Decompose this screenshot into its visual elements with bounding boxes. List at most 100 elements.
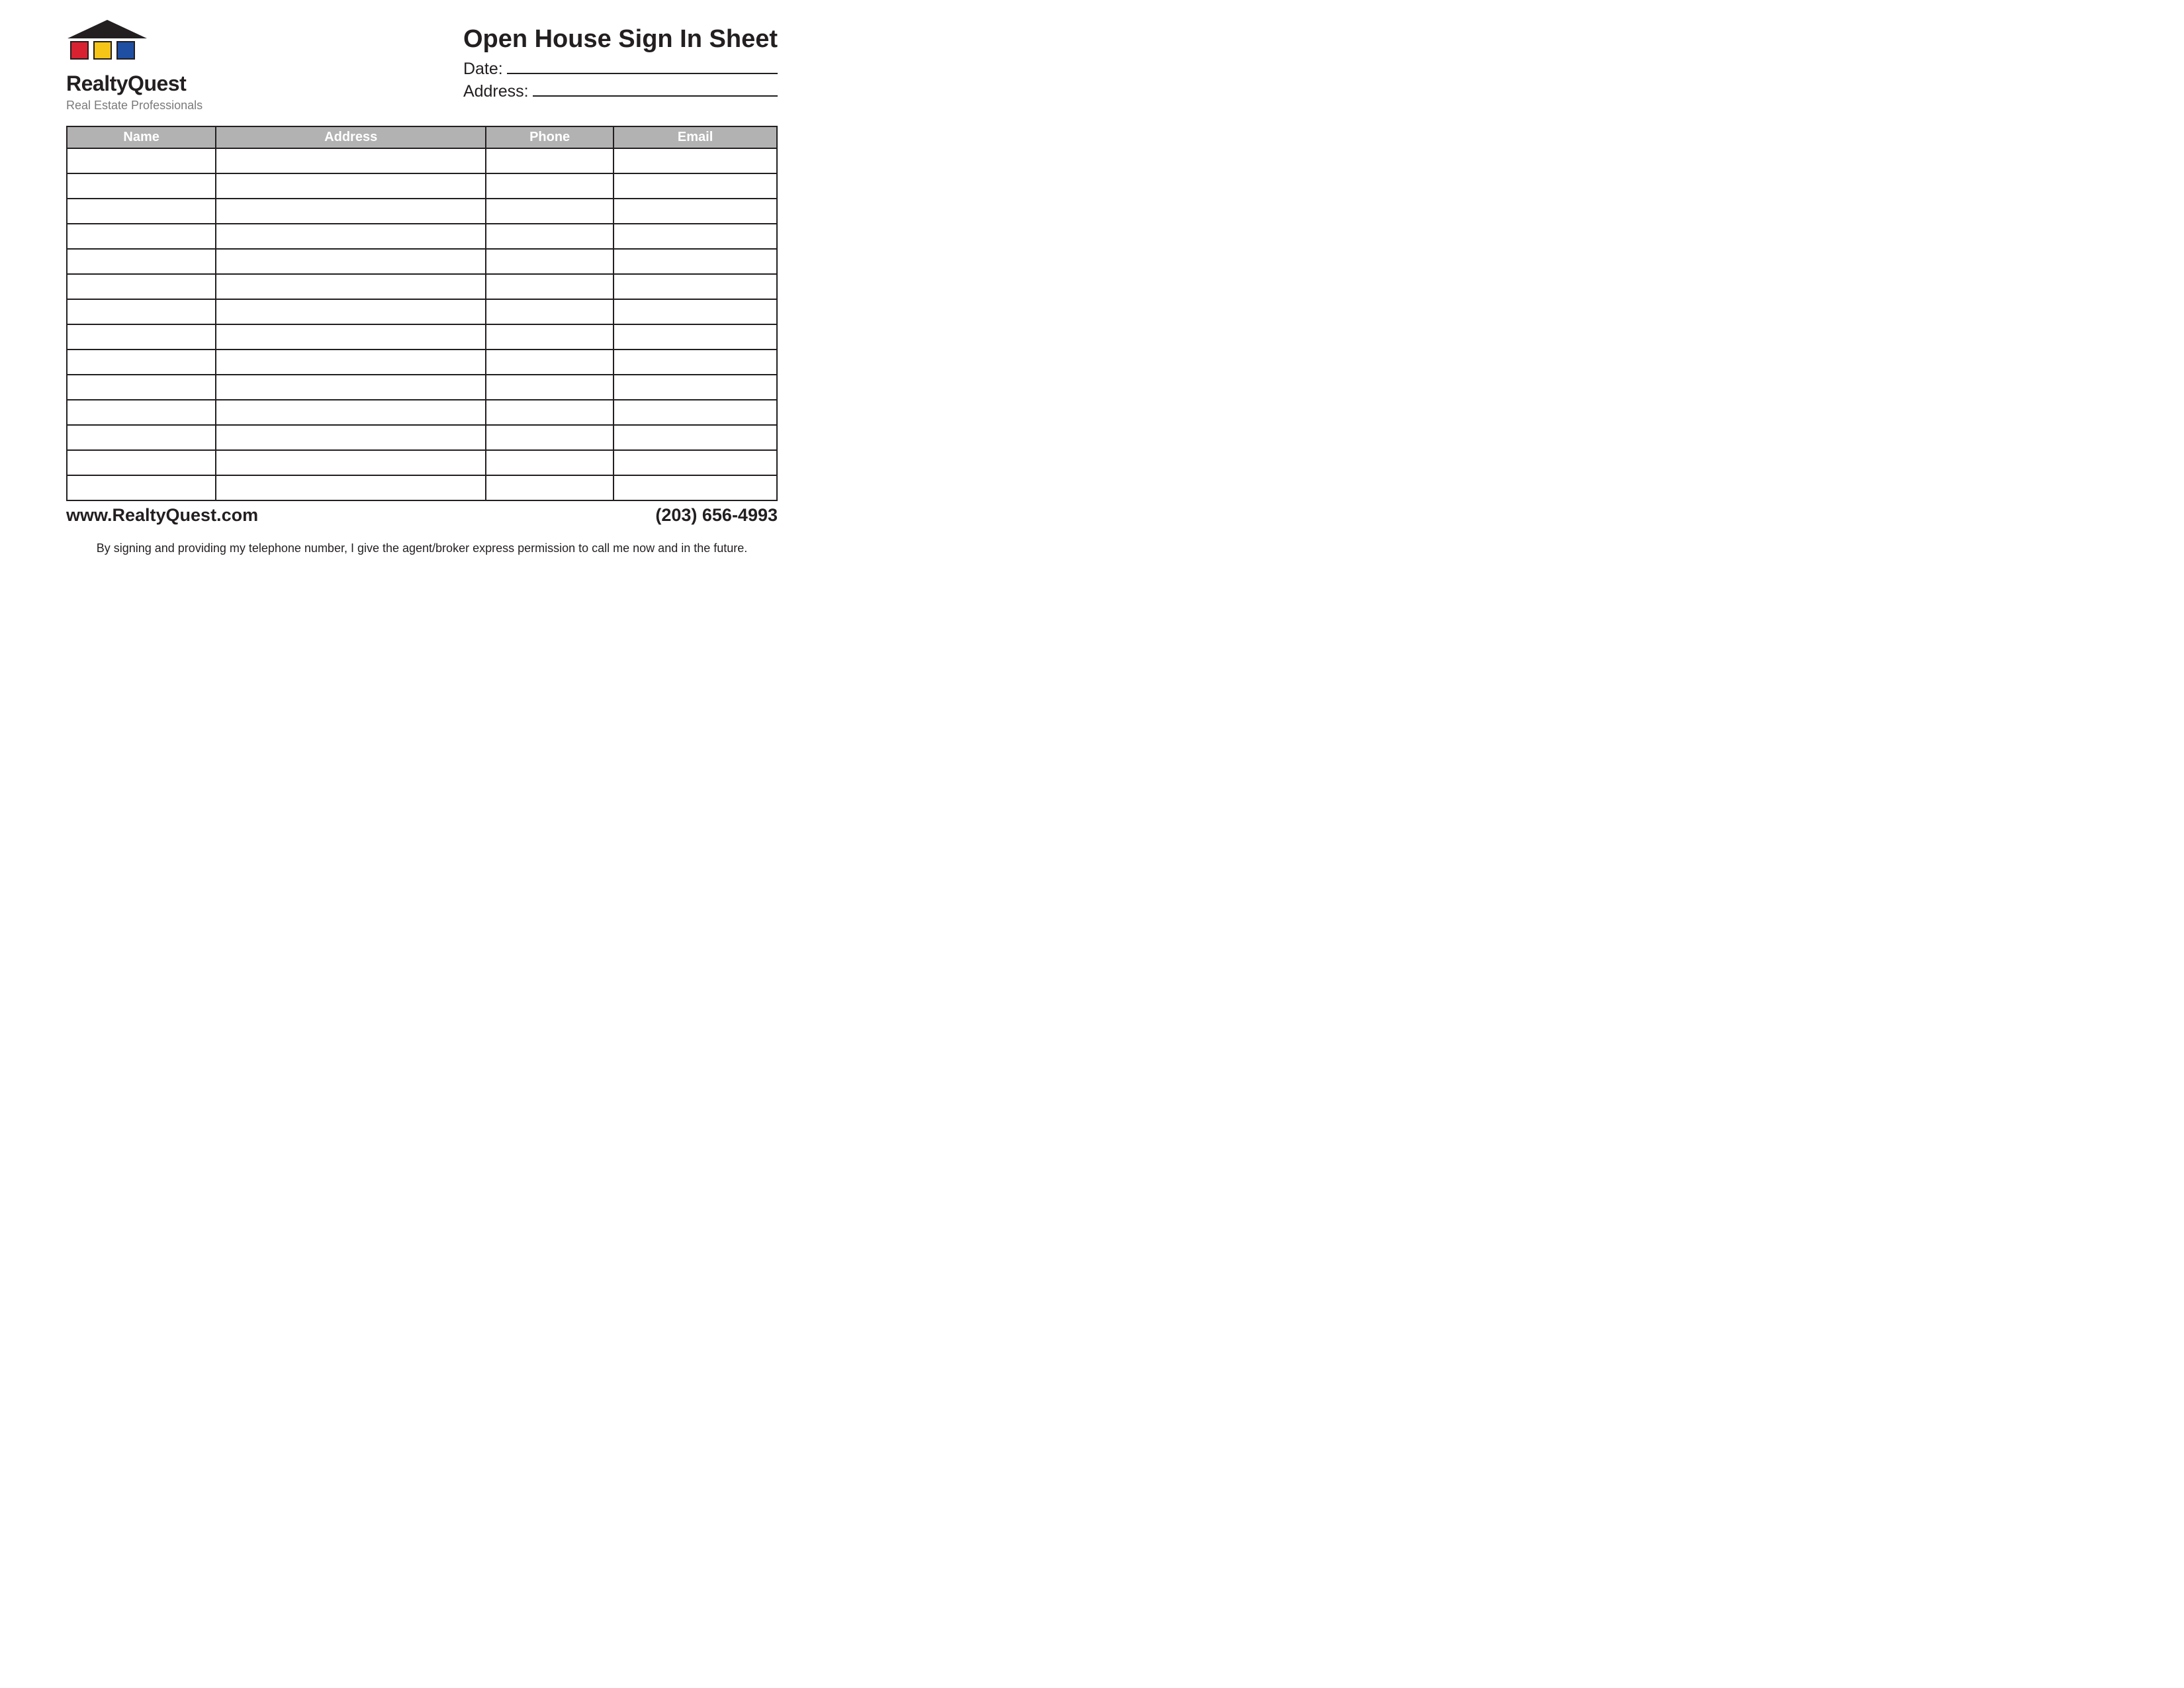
roof-icon [68, 20, 147, 38]
cell-address[interactable] [216, 400, 486, 425]
table-row [67, 350, 777, 375]
cell-email[interactable] [614, 475, 777, 500]
cell-email[interactable] [614, 173, 777, 199]
company-name-part1: Realty [66, 71, 128, 95]
cell-name[interactable] [67, 450, 216, 475]
disclaimer-text: By signing and providing my telephone nu… [66, 541, 778, 555]
cell-phone[interactable] [486, 324, 614, 350]
cell-address[interactable] [216, 375, 486, 400]
cell-address[interactable] [216, 148, 486, 173]
table-row [67, 375, 777, 400]
cell-email[interactable] [614, 450, 777, 475]
cell-phone[interactable] [486, 400, 614, 425]
cell-email[interactable] [614, 400, 777, 425]
table-row [67, 249, 777, 274]
table-row [67, 400, 777, 425]
cell-address[interactable] [216, 425, 486, 450]
table-row [67, 299, 777, 324]
cell-email[interactable] [614, 350, 777, 375]
logo-square-blue [116, 41, 135, 60]
table-row [67, 224, 777, 249]
footer-phone: (203) 656-4993 [655, 505, 778, 526]
logo-graphic [66, 20, 185, 66]
cell-phone[interactable] [486, 148, 614, 173]
cell-email[interactable] [614, 199, 777, 224]
title-block: Open House Sign In Sheet Date: Address: [463, 20, 778, 103]
cell-phone[interactable] [486, 350, 614, 375]
cell-address[interactable] [216, 249, 486, 274]
cell-name[interactable] [67, 324, 216, 350]
table-row [67, 274, 777, 299]
cell-address[interactable] [216, 324, 486, 350]
cell-address[interactable] [216, 475, 486, 500]
company-name: RealtyQuest [66, 71, 203, 96]
cell-name[interactable] [67, 350, 216, 375]
table-row [67, 148, 777, 173]
footer-line: www.RealtyQuest.com (203) 656-4993 [66, 505, 778, 526]
date-input-line[interactable] [507, 58, 778, 74]
logo-square-yellow [93, 41, 112, 60]
company-name-part2: Quest [128, 71, 186, 95]
cell-phone[interactable] [486, 299, 614, 324]
cell-name[interactable] [67, 249, 216, 274]
table-header-row: NameAddressPhoneEmail [67, 126, 777, 148]
page-title: Open House Sign In Sheet [463, 25, 778, 54]
address-label: Address: [463, 82, 529, 101]
cell-email[interactable] [614, 249, 777, 274]
cell-phone[interactable] [486, 475, 614, 500]
cell-name[interactable] [67, 375, 216, 400]
cell-name[interactable] [67, 173, 216, 199]
company-tagline: Real Estate Professionals [66, 99, 203, 113]
signin-table: NameAddressPhoneEmail [66, 126, 778, 501]
cell-address[interactable] [216, 173, 486, 199]
cell-address[interactable] [216, 450, 486, 475]
column-header-email: Email [614, 126, 777, 148]
cell-name[interactable] [67, 274, 216, 299]
date-line: Date: [463, 58, 778, 79]
cell-name[interactable] [67, 224, 216, 249]
cell-phone[interactable] [486, 450, 614, 475]
table-row [67, 199, 777, 224]
cell-name[interactable] [67, 199, 216, 224]
cell-phone[interactable] [486, 199, 614, 224]
cell-name[interactable] [67, 400, 216, 425]
table-row [67, 425, 777, 450]
cell-name[interactable] [67, 425, 216, 450]
cell-email[interactable] [614, 274, 777, 299]
table-body [67, 148, 777, 500]
cell-email[interactable] [614, 375, 777, 400]
logo-square-red [70, 41, 89, 60]
cell-phone[interactable] [486, 375, 614, 400]
cell-address[interactable] [216, 299, 486, 324]
column-header-address: Address [216, 126, 486, 148]
cell-email[interactable] [614, 425, 777, 450]
logo-block: RealtyQuest Real Estate Professionals [66, 20, 203, 113]
table-row [67, 475, 777, 500]
cell-name[interactable] [67, 475, 216, 500]
address-input-line[interactable] [533, 80, 778, 97]
cell-address[interactable] [216, 199, 486, 224]
cell-address[interactable] [216, 224, 486, 249]
table-row [67, 324, 777, 350]
cell-phone[interactable] [486, 274, 614, 299]
logo-squares [70, 41, 135, 60]
cell-email[interactable] [614, 224, 777, 249]
cell-address[interactable] [216, 350, 486, 375]
cell-name[interactable] [67, 148, 216, 173]
cell-phone[interactable] [486, 249, 614, 274]
column-header-phone: Phone [486, 126, 614, 148]
cell-email[interactable] [614, 299, 777, 324]
address-line: Address: [463, 80, 778, 101]
cell-name[interactable] [67, 299, 216, 324]
cell-email[interactable] [614, 148, 777, 173]
cell-phone[interactable] [486, 224, 614, 249]
column-header-name: Name [67, 126, 216, 148]
footer-website: www.RealtyQuest.com [66, 505, 258, 526]
cell-phone[interactable] [486, 425, 614, 450]
cell-phone[interactable] [486, 173, 614, 199]
cell-address[interactable] [216, 274, 486, 299]
header: RealtyQuest Real Estate Professionals Op… [66, 20, 778, 113]
cell-email[interactable] [614, 324, 777, 350]
table-row [67, 450, 777, 475]
date-label: Date: [463, 60, 503, 79]
